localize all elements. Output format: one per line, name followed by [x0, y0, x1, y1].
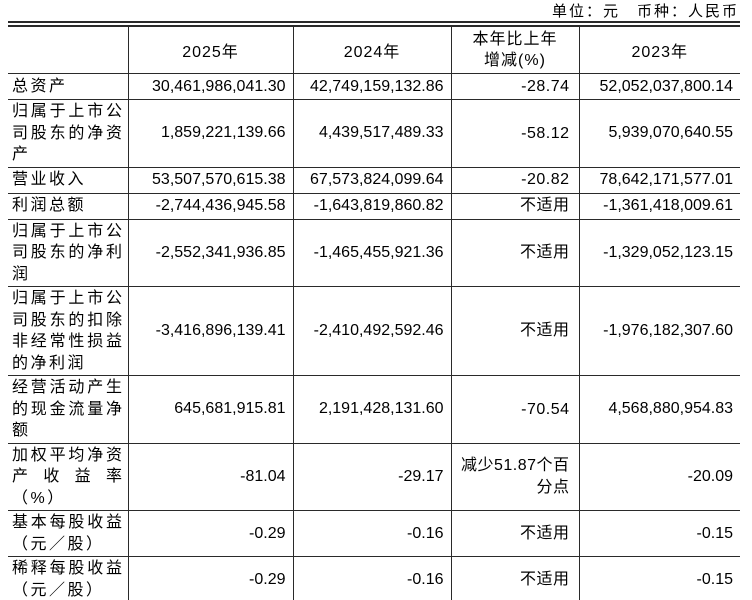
unit-currency-note: 单位：元 币种：人民币	[551, 3, 739, 20]
value-2023: -1,329,052,123.15	[578, 218, 740, 287]
value-2024: 42,749,159,132.86	[292, 73, 452, 100]
table-row-total-profit: 利润总额 -2,744,436,945.58 -1,643,819,860.82…	[8, 192, 740, 220]
row-label: 归属于上市公司股东的净资产	[8, 99, 129, 168]
value-2023: 52,052,037,800.14	[578, 73, 740, 100]
value-2025: 645,681,915.81	[127, 375, 294, 444]
col-header-change-text: 本年比上年增减(%)	[472, 31, 558, 69]
row-label: 归属于上市公司股东的扣除非经常性损益的净利润	[8, 286, 129, 376]
row-label: 加权平均净资产收益率（%）	[8, 442, 129, 511]
value-2024: 2,191,428,131.60	[292, 375, 452, 444]
value-2024: 4,439,517,489.33	[292, 99, 452, 168]
value-2023: 78,642,171,577.01	[578, 166, 740, 194]
value-2023: -1,361,418,009.61	[578, 192, 740, 220]
key-financials-table: 2025年 2024年 本年比上年增减(%) 2023年 总资产 30,461,…	[8, 21, 740, 600]
value-2024: 67,573,824,099.64	[292, 166, 452, 194]
row-label: 基本每股收益（元／股）	[8, 510, 129, 557]
value-2023: -1,976,182,307.60	[578, 286, 740, 376]
value-change: 不适用	[450, 218, 580, 287]
value-change: 不适用	[450, 510, 580, 557]
value-2023: 4,568,880,954.83	[578, 375, 740, 444]
value-2025: 30,461,986,041.30	[127, 73, 294, 100]
value-2025: -2,552,341,936.85	[127, 218, 294, 287]
value-2025: -2,744,436,945.58	[127, 192, 294, 220]
value-2024: -1,643,819,860.82	[292, 192, 452, 220]
row-label: 归属于上市公司股东的净利润	[8, 218, 129, 287]
table-row-weighted-avg-roe: 加权平均净资产收益率（%） -81.04 -29.17 减少51.87个百分点 …	[8, 442, 740, 511]
value-change: 不适用	[450, 556, 580, 600]
value-change: 减少51.87个百分点	[450, 442, 580, 511]
col-header-change: 本年比上年增减(%)	[450, 23, 580, 74]
value-2023: 5,939,070,640.55	[578, 99, 740, 168]
value-change: -28.74	[450, 73, 580, 100]
col-header-2024: 2024年	[292, 23, 452, 74]
value-2024: -0.16	[292, 556, 452, 600]
table-row-net-assets: 归属于上市公司股东的净资产 1,859,221,139.66 4,439,517…	[8, 99, 740, 168]
table-row-total-assets: 总资产 30,461,986,041.30 42,749,159,132.86 …	[8, 73, 740, 100]
row-label: 营业收入	[8, 166, 129, 194]
value-2025: -3,416,896,139.41	[127, 286, 294, 376]
value-2023: -0.15	[578, 510, 740, 557]
value-change: 不适用	[450, 286, 580, 376]
table-row-revenue: 营业收入 53,507,570,615.38 67,573,824,099.64…	[8, 166, 740, 194]
value-2025: -81.04	[127, 442, 294, 511]
value-2024: -2,410,492,592.46	[292, 286, 452, 376]
value-change: -70.54	[450, 375, 580, 444]
row-label: 稀释每股收益（元／股）	[8, 556, 129, 600]
table-row-net-profit: 归属于上市公司股东的净利润 -2,552,341,936.85 -1,465,4…	[8, 218, 740, 287]
row-label: 经营活动产生的现金流量净额	[8, 375, 129, 444]
row-label: 利润总额	[8, 192, 129, 220]
table-row-basic-eps: 基本每股收益（元／股） -0.29 -0.16 不适用 -0.15	[8, 510, 740, 557]
value-change: -20.82	[450, 166, 580, 194]
value-2025: -0.29	[127, 510, 294, 557]
value-2024: -1,465,455,921.36	[292, 218, 452, 287]
col-header-2025: 2025年	[127, 23, 294, 74]
table-row-operating-cash-flow: 经营活动产生的现金流量净额 645,681,915.81 2,191,428,1…	[8, 375, 740, 444]
value-2023: -0.15	[578, 556, 740, 600]
value-2024: -0.16	[292, 510, 452, 557]
value-change: 不适用	[450, 192, 580, 220]
value-2025: 53,507,570,615.38	[127, 166, 294, 194]
value-2025: -0.29	[127, 556, 294, 600]
row-label: 总资产	[8, 73, 129, 100]
table-row-deducted-net-profit: 归属于上市公司股东的扣除非经常性损益的净利润 -3,416,896,139.41…	[8, 286, 740, 376]
value-2025: 1,859,221,139.66	[127, 99, 294, 168]
value-change: -58.12	[450, 99, 580, 168]
value-2024: -29.17	[292, 442, 452, 511]
table-row-diluted-eps: 稀释每股收益（元／股） -0.29 -0.16 不适用 -0.15	[8, 556, 740, 600]
header-row: 2025年 2024年 本年比上年增减(%) 2023年	[8, 23, 740, 74]
col-header-empty	[8, 23, 129, 74]
value-2023: -20.09	[578, 442, 740, 511]
col-header-2023: 2023年	[578, 23, 740, 74]
